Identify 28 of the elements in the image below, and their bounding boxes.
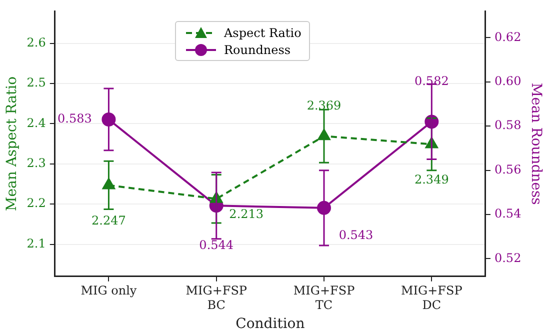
- y-tick-label: 2.4: [26, 116, 46, 130]
- y2-tick-label: 0.56: [494, 162, 522, 176]
- x-tick-label: MIG+FSP DC: [401, 284, 462, 312]
- data-label: 2.213: [229, 206, 264, 221]
- y-tick-label: 2.6: [26, 35, 46, 50]
- y2-tick-label: 0.58: [494, 118, 522, 132]
- y-axis-title: Mean Aspect Ratio: [4, 76, 20, 212]
- y2-axis-title: Mean Roundness: [528, 82, 544, 205]
- y2-tick-label: 0.54: [494, 206, 522, 221]
- y-tick-label: 2.5: [26, 76, 46, 90]
- y-tick-label: 2.1: [26, 236, 46, 250]
- data-label: 2.349: [414, 172, 449, 186]
- data-label: 0.543: [338, 228, 374, 242]
- y2-tick-label: 0.60: [494, 74, 522, 88]
- data-label: 0.544: [199, 238, 234, 252]
- y-tick-label: 2.3: [26, 156, 46, 170]
- x-tick-label: MIG+FSP TC: [293, 284, 355, 312]
- x-tick-label: MIG+FSP BC: [186, 284, 248, 312]
- x-axis-title: Condition: [236, 316, 305, 332]
- data-label: 0.583: [58, 112, 92, 126]
- legend-label: Aspect Ratio: [224, 26, 302, 40]
- legend-label: Roundness: [224, 42, 291, 57]
- y-tick-label: 2.2: [26, 196, 46, 210]
- data-label: 2.247: [92, 213, 126, 228]
- y2-tick-label: 0.62: [494, 30, 522, 44]
- x-tick-label: MIG only: [80, 284, 137, 298]
- data-label: 2.369: [306, 98, 342, 112]
- y2-tick-label: 0.52: [494, 250, 522, 265]
